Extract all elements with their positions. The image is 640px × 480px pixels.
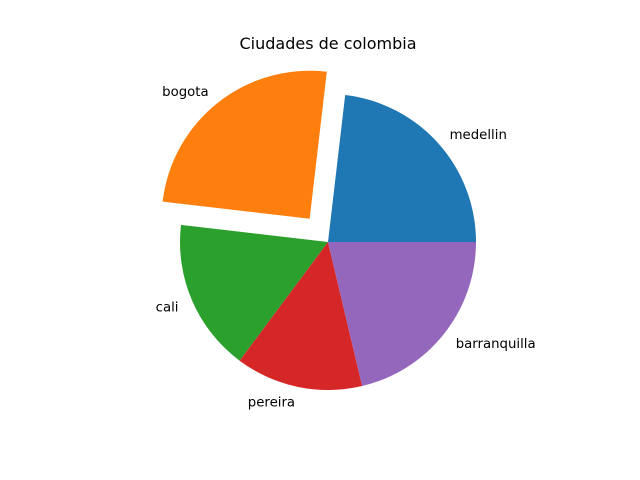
- pie-label-bogota: bogota: [162, 85, 209, 100]
- pie-slice-medellin: [328, 95, 476, 242]
- pie-slice-pereira: [239, 242, 363, 391]
- pie-label-barranquilla: barranquilla: [456, 337, 536, 352]
- pie-label-cali: cali: [156, 300, 179, 315]
- chart-title: Ciudades de colombia: [239, 34, 416, 53]
- pie-slice-cali: [179, 224, 328, 361]
- pie-slice-barranquilla: [328, 242, 476, 387]
- pie-label-medellin: medellin: [450, 128, 507, 143]
- pie-slice-bogota: [162, 70, 327, 219]
- pie-label-pereira: pereira: [248, 395, 295, 410]
- pie-slices: [162, 70, 476, 391]
- pie-labels: medellin bogota cali pereira barranquilla: [156, 85, 536, 410]
